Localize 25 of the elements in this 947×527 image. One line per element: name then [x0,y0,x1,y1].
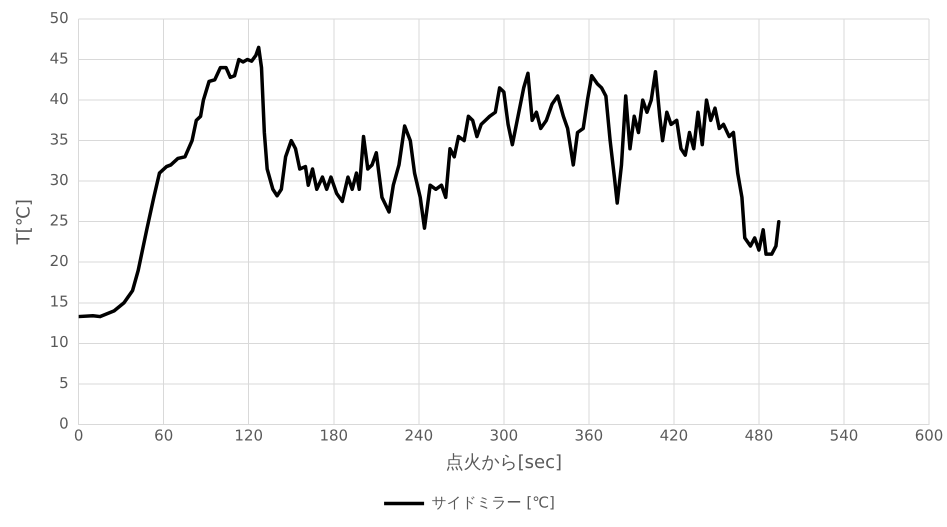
x-tick-label: 600 [914,426,944,444]
y-tick-label: 10 [50,333,69,352]
y-axis-title: T[℃] [13,199,34,246]
y-tick-label: 50 [50,8,69,27]
x-tick-label: 240 [404,426,434,444]
x-tick-label: 360 [574,426,604,444]
y-tick-label: 15 [50,292,69,311]
x-tick-label: 480 [744,426,774,444]
x-axis-title: 点火から[sec] [446,452,562,473]
y-tick-label: 5 [59,374,69,392]
x-tick-label: 300 [490,426,518,444]
y-tick-label: 45 [50,49,69,68]
y-tick-label: 25 [50,212,69,230]
x-tick-label: 420 [660,426,688,444]
y-tick-label: 0 [59,414,69,432]
x-tick-label: 120 [234,426,264,444]
y-tick-label: 35 [50,130,69,149]
x-tick-label: 540 [830,426,858,444]
x-tick-label: 180 [319,426,348,444]
x-tick-label: 0 [74,426,84,444]
y-tick-label: 30 [50,171,69,190]
y-tick-label: 20 [50,252,69,270]
legend-label: サイドミラー [℃] [432,493,555,512]
x-tick-label: 60 [154,426,174,444]
y-tick-label: 40 [50,90,69,108]
